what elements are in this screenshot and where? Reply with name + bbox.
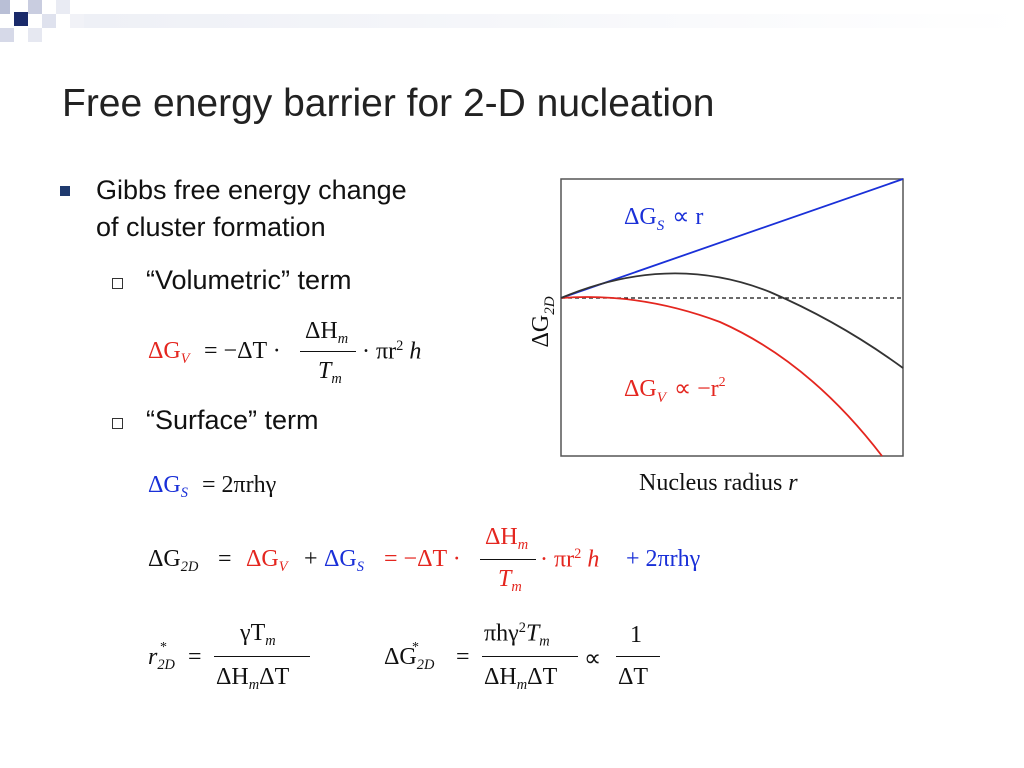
total-eq2: = −ΔT · bbox=[384, 546, 461, 572]
sub-bullet-box bbox=[112, 278, 123, 289]
total-energy-curve bbox=[560, 272, 904, 369]
bullet-main-line1: Gibbs free energy change bbox=[96, 175, 407, 205]
dgv-rhs-b: · πr2 h bbox=[362, 338, 422, 365]
energy-chart: ΔG2D ΔGS ∝ r ΔGV ∝ −r2 bbox=[520, 172, 920, 477]
header-decoration bbox=[0, 0, 1024, 56]
gstar-lhs: ΔG * 2D bbox=[384, 640, 435, 674]
total-tail-c: + 2πrhγ bbox=[626, 546, 701, 572]
gstar-den2: ΔT bbox=[618, 664, 649, 690]
gstar-prop: ∝ bbox=[584, 646, 602, 672]
total-gv: ΔGV bbox=[246, 546, 288, 576]
chart-frame bbox=[560, 178, 904, 457]
gstar-den: ΔHmΔT bbox=[484, 664, 558, 694]
label-dgs: ΔGS ∝ r bbox=[624, 204, 703, 234]
total-plus: + bbox=[304, 546, 318, 572]
deco-square bbox=[0, 28, 14, 42]
total-gs: ΔGS bbox=[324, 546, 364, 576]
sub-bullet-box bbox=[112, 418, 123, 429]
deco-square bbox=[42, 14, 56, 28]
deco-square bbox=[28, 28, 42, 42]
dgs-rhs: = 2πrhγ bbox=[201, 472, 277, 498]
surface-term-line bbox=[560, 178, 904, 299]
svg-text:ΔG2D: ΔG2D bbox=[528, 296, 558, 347]
total-num: ΔHm bbox=[485, 524, 529, 554]
deco-square bbox=[0, 0, 10, 14]
dgv-frac-bar bbox=[300, 351, 356, 352]
gstar-frac-bar bbox=[482, 656, 578, 657]
label-dgv: ΔGV ∝ −r2 bbox=[624, 375, 726, 406]
total-frac-bar bbox=[480, 559, 536, 560]
dgv-den: Tm bbox=[318, 358, 342, 388]
dgs-lhs: ΔGS bbox=[148, 472, 188, 502]
volume-term-curve bbox=[560, 296, 883, 457]
bullet-main-text: Gibbs free energy change of cluster form… bbox=[96, 172, 407, 246]
deco-square bbox=[14, 12, 28, 26]
gstar-eq: = bbox=[456, 644, 470, 670]
rstar-den: ΔHmΔT bbox=[216, 664, 290, 694]
deco-square bbox=[56, 0, 70, 14]
rstar-eq: = bbox=[188, 644, 202, 670]
total-tail-a: · πr2 h bbox=[540, 546, 600, 573]
dgv-rhs-a: = −ΔT · bbox=[204, 338, 281, 364]
rstar-lhs: r * 2D bbox=[148, 640, 175, 674]
y-axis-label: ΔG2D bbox=[528, 296, 558, 347]
x-axis-label: Nucleus radius r bbox=[639, 470, 798, 496]
bullet-main-line2: of cluster formation bbox=[96, 212, 326, 242]
rstar-num: γTm bbox=[240, 620, 276, 650]
slide-title: Free energy barrier for 2-D nucleation bbox=[62, 82, 715, 125]
bullet-square bbox=[60, 186, 70, 196]
energy-chart-svg: ΔG2D ΔGS ∝ r ΔGV ∝ −r2 bbox=[528, 178, 904, 457]
deco-square bbox=[28, 0, 42, 14]
total-lhs: ΔG2D bbox=[148, 546, 199, 576]
rstar-frac-bar bbox=[214, 656, 310, 657]
total-den: Tm bbox=[498, 566, 522, 596]
header-bar bbox=[84, 14, 1024, 28]
equation-dgs: ΔGS = 2πrhγ bbox=[148, 472, 276, 502]
total-eq: = bbox=[218, 546, 232, 572]
dgv-num: ΔHm bbox=[305, 318, 349, 348]
gstar-frac-bar2 bbox=[616, 656, 660, 657]
gstar-num2: 1 bbox=[630, 622, 642, 648]
gstar-num: πhγ2Tm bbox=[484, 620, 550, 650]
sub-bullet-surface: “Surface” term bbox=[146, 405, 319, 435]
dgv-lhs: ΔGV bbox=[148, 338, 190, 368]
deco-square bbox=[70, 14, 84, 28]
sub-bullet-volumetric: “Volumetric” term bbox=[146, 265, 352, 295]
